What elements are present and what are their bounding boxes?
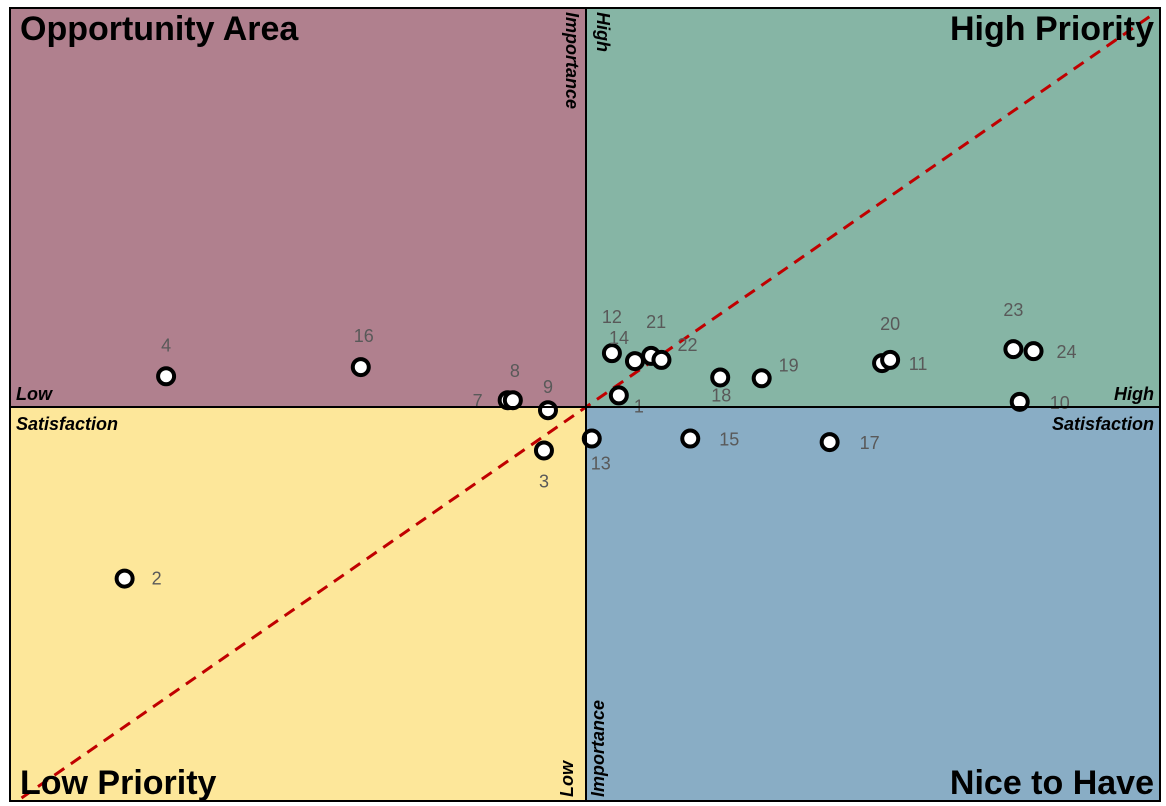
y-axis-low-label: Low	[557, 760, 577, 797]
data-point-label-24: 24	[1057, 342, 1077, 362]
data-point-label-13: 13	[591, 454, 611, 474]
data-point-label-18: 18	[711, 385, 731, 405]
data-point-9	[537, 400, 558, 421]
data-point-2	[114, 568, 135, 589]
y-axis-name-top: Importance	[562, 12, 582, 109]
data-point-15	[680, 428, 701, 449]
x-axis-high-label: High	[1114, 384, 1154, 404]
data-point-16	[350, 357, 371, 378]
title-high-priority: High Priority	[950, 10, 1154, 48]
data-point-17	[819, 432, 840, 453]
data-point-label-3: 3	[539, 471, 549, 491]
data-point-8	[502, 390, 523, 411]
title-nice-to-have: Nice to Have	[950, 764, 1154, 802]
quadrant-opportunity-area	[10, 8, 586, 407]
data-point-label-9: 9	[543, 377, 553, 397]
data-point-22	[651, 349, 672, 370]
data-point-10	[1009, 391, 1030, 412]
data-point-20	[880, 349, 901, 370]
data-point-label-7: 7	[473, 391, 483, 411]
x-axis-name-left: Satisfaction	[16, 414, 118, 434]
data-point-1	[608, 385, 629, 406]
quadrant-nice-to-have	[586, 407, 1160, 801]
data-point-12	[601, 343, 622, 364]
data-point-label-14: 14	[609, 328, 629, 348]
data-point-4	[156, 366, 177, 387]
data-point-19	[751, 368, 772, 389]
data-point-label-4: 4	[161, 335, 171, 355]
data-point-label-8: 8	[510, 361, 520, 381]
data-point-label-12: 12	[602, 307, 622, 327]
data-point-24	[1023, 341, 1044, 362]
data-point-14	[624, 351, 645, 372]
data-point-label-15: 15	[719, 430, 739, 450]
data-point-label-17: 17	[860, 433, 880, 453]
data-point-label-23: 23	[1003, 300, 1023, 320]
data-point-label-19: 19	[779, 355, 799, 375]
data-point-18	[710, 367, 731, 388]
data-point-label-21: 21	[646, 312, 666, 332]
data-point-label-2: 2	[152, 569, 162, 589]
data-point-3	[533, 440, 554, 461]
data-point-label-11: 11	[909, 354, 928, 374]
title-low-priority: Low Priority	[20, 764, 217, 802]
y-axis-high-label: High	[593, 12, 613, 52]
data-point-label-20: 20	[880, 314, 900, 334]
data-point-label-16: 16	[354, 326, 374, 346]
y-axis-name-bottom: Importance	[588, 700, 608, 797]
plot-border	[9, 7, 1161, 802]
x-axis-low-label: Low	[16, 384, 53, 404]
data-point-label-22: 22	[677, 335, 697, 355]
title-opportunity-area: Opportunity Area	[20, 10, 299, 48]
data-point-13	[581, 428, 602, 449]
data-point-23	[1003, 339, 1024, 360]
x-axis-name-right: Satisfaction	[1052, 414, 1154, 434]
data-point-label-10: 10	[1050, 393, 1070, 413]
